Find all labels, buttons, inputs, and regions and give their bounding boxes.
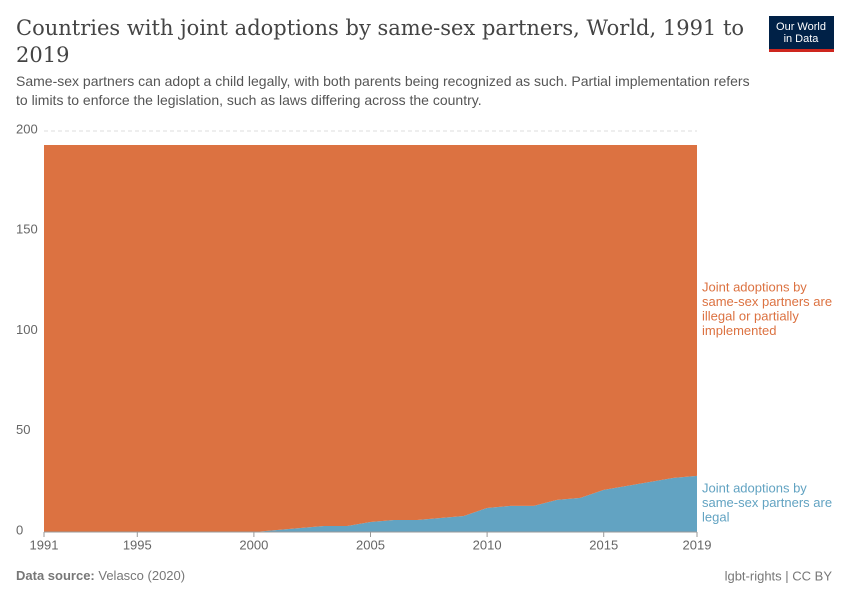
source-label: Data source: <box>16 568 95 583</box>
area <box>44 475 697 532</box>
logo-box <box>769 16 834 52</box>
footer: lgbt-rights | CC BY <box>725 568 833 583</box>
source-text: Velasco (2020) <box>98 568 185 583</box>
y-tick-label: 50 <box>16 422 30 437</box>
x-tick-label: 2015 <box>589 537 618 552</box>
y-tick-label: 200 <box>16 121 38 136</box>
x-tick-label: 2005 <box>356 537 385 552</box>
chart-title: Countries with joint adoptions by same-s… <box>16 16 744 67</box>
x-tick-label: 2000 <box>239 537 268 552</box>
x-tick-label: 2010 <box>473 537 502 552</box>
y-tick-label: 0 <box>16 522 23 537</box>
y-tick-label: 100 <box>16 322 38 337</box>
logo-text: in Data <box>784 33 820 45</box>
x-tick-label: 2019 <box>683 537 712 552</box>
chart-subtitle: Same-sex partners can adopt a child lega… <box>16 73 750 108</box>
logo: Our World in Data <box>769 16 834 52</box>
x-tick-label: 1995 <box>123 537 152 552</box>
logo-text: Our World <box>776 21 826 33</box>
area <box>44 145 697 532</box>
logo-stripe <box>769 49 834 52</box>
legend-label: Joint adoptions by same-sex partners are i… <box>702 280 832 339</box>
x-tick-label: 1991 <box>30 537 59 552</box>
source: Data source: Velasco (2020) <box>16 568 185 583</box>
legend-label: Joint adoptions by same-sex partners are l… <box>702 481 832 525</box>
y-tick-label: 150 <box>16 222 38 237</box>
